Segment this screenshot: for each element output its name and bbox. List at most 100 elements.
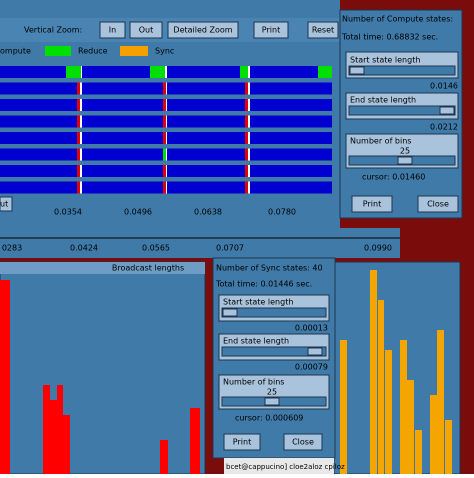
legend-label: ompute (0, 47, 31, 56)
button-label[interactable]: ut (0, 200, 8, 209)
gap (248, 165, 250, 177)
button-label[interactable]: In (109, 26, 116, 35)
histogram-bar (400, 340, 407, 474)
gap (80, 82, 82, 95)
histogram-bar (385, 350, 392, 474)
broadcast-window (0, 261, 206, 475)
event (77, 132, 80, 144)
histogram-bar (415, 430, 422, 474)
button[interactable] (129, 21, 163, 39)
legend-label: Sync (155, 47, 174, 56)
tick-label: 0.0424 (70, 244, 98, 253)
gap (80, 132, 82, 144)
event (150, 66, 165, 78)
slider-thumb[interactable] (307, 347, 323, 356)
button-label[interactable]: Print (262, 26, 280, 35)
gap (248, 148, 250, 161)
slider-label: Number of bins (223, 378, 284, 387)
button[interactable] (167, 21, 239, 39)
slider-label: Start state length (223, 298, 293, 307)
event (245, 82, 248, 95)
tick-label: 0.0638 (194, 208, 222, 217)
slider[interactable] (221, 307, 327, 318)
button-label[interactable]: Detailed Zoom (173, 26, 232, 35)
legend-bar (0, 44, 340, 58)
event (163, 181, 166, 194)
histogram-bar (430, 395, 437, 474)
button-label[interactable]: Out (139, 26, 154, 35)
slider-thumb[interactable] (397, 156, 413, 165)
gap (248, 99, 250, 111)
total-time: Total time: 0.68832 sec. (341, 33, 438, 42)
event (163, 132, 166, 144)
slider-value: 0.00013 (295, 324, 328, 333)
slider[interactable] (348, 105, 456, 116)
event (245, 181, 248, 194)
event (163, 148, 166, 161)
button[interactable] (351, 195, 393, 213)
button-label[interactable]: Print (233, 438, 251, 447)
gap (80, 165, 82, 177)
slider[interactable] (348, 65, 456, 76)
event (245, 132, 248, 144)
tick-label: 0.0707 (216, 244, 244, 253)
event (77, 165, 80, 177)
gap (248, 181, 250, 194)
button[interactable] (307, 21, 339, 39)
histogram-bar (190, 408, 200, 474)
event (163, 165, 166, 177)
event (66, 66, 81, 78)
slider-value: 25 (400, 147, 410, 156)
slider-value: 0.0212 (430, 123, 458, 132)
event (240, 66, 248, 78)
button[interactable] (253, 21, 289, 39)
event (77, 181, 80, 194)
cursor-value: cursor: 0.000609 (235, 414, 303, 423)
legend-swatch (45, 46, 71, 56)
event (77, 82, 80, 95)
overview-strip (0, 228, 400, 258)
histogram-bar (160, 440, 168, 474)
slider-label: Number of bins (350, 137, 411, 146)
event (77, 115, 80, 128)
histogram-bar (445, 420, 452, 474)
gap (80, 181, 82, 194)
histogram-bar (407, 380, 414, 474)
button[interactable] (99, 21, 126, 39)
histogram-bar (57, 385, 63, 474)
button[interactable] (283, 433, 323, 451)
histogram-bar (0, 280, 10, 474)
button-label[interactable]: Print (363, 200, 381, 209)
button[interactable] (223, 433, 261, 451)
button-label[interactable]: Close (427, 200, 449, 209)
event (245, 148, 248, 161)
event (77, 148, 80, 161)
gap (80, 115, 82, 128)
tick-label: 0.0780 (268, 208, 296, 217)
slider-thumb[interactable] (349, 66, 365, 75)
slider-label: End state length (223, 337, 289, 346)
slider-value: 0.0146 (430, 82, 458, 91)
button-label[interactable]: Close (292, 438, 314, 447)
event (245, 99, 248, 111)
cursor-value: cursor: 0.01460 (362, 173, 425, 182)
histogram-bar (370, 270, 377, 474)
dialog-title: Number of Sync states: 40 (216, 264, 323, 273)
gap (80, 148, 82, 161)
histogram-bar (378, 300, 384, 474)
histogram-bar (63, 415, 70, 474)
event (245, 165, 248, 177)
button[interactable] (0, 196, 13, 212)
button-label[interactable]: Reset (312, 26, 334, 35)
slider-thumb[interactable] (222, 308, 238, 317)
terminal-prompt: bcet@cappucino] cloe2aloz cpiloz (226, 463, 345, 471)
slider[interactable] (221, 346, 327, 357)
button[interactable] (417, 195, 459, 213)
event (163, 82, 166, 95)
slider-thumb[interactable] (439, 106, 455, 115)
slider-thumb[interactable] (264, 397, 280, 406)
tick-label: 0.0990 (364, 244, 392, 253)
histogram-bar (43, 385, 50, 474)
tick-label: 0.0565 (142, 244, 170, 253)
